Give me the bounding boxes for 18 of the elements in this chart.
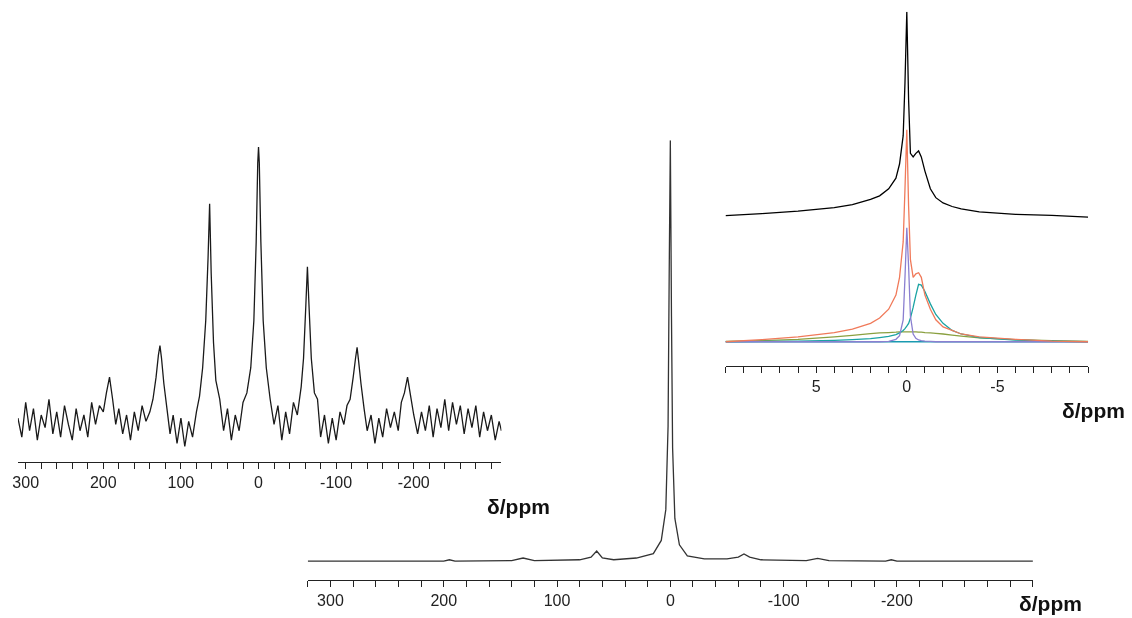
x-tick-label: 200 <box>430 592 458 610</box>
x-tick-label: -100 <box>320 474 353 492</box>
x-tick-label: -200 <box>397 474 430 492</box>
x-tick-label: 100 <box>543 592 571 610</box>
x-tick-label: -100 <box>767 592 800 610</box>
x-tick-label: 300 <box>317 592 344 610</box>
x-tick-label: -5 <box>990 378 1005 396</box>
x-tick-label: 5 <box>811 378 821 396</box>
x-tick-label: 100 <box>167 474 195 492</box>
x-axis-title: δ/ppm <box>487 495 550 518</box>
x-tick-label: -200 <box>880 592 914 610</box>
x-axis-title: δ/ppm <box>1019 592 1082 615</box>
x-tick-label: 200 <box>89 474 117 492</box>
x-tick-label: 0 <box>902 378 912 396</box>
x-tick-label: 300 <box>12 474 40 492</box>
x-tick-label: 0 <box>254 474 264 492</box>
x-tick-label: 0 <box>665 592 675 610</box>
x-axis-title: δ/ppm <box>1062 399 1125 422</box>
